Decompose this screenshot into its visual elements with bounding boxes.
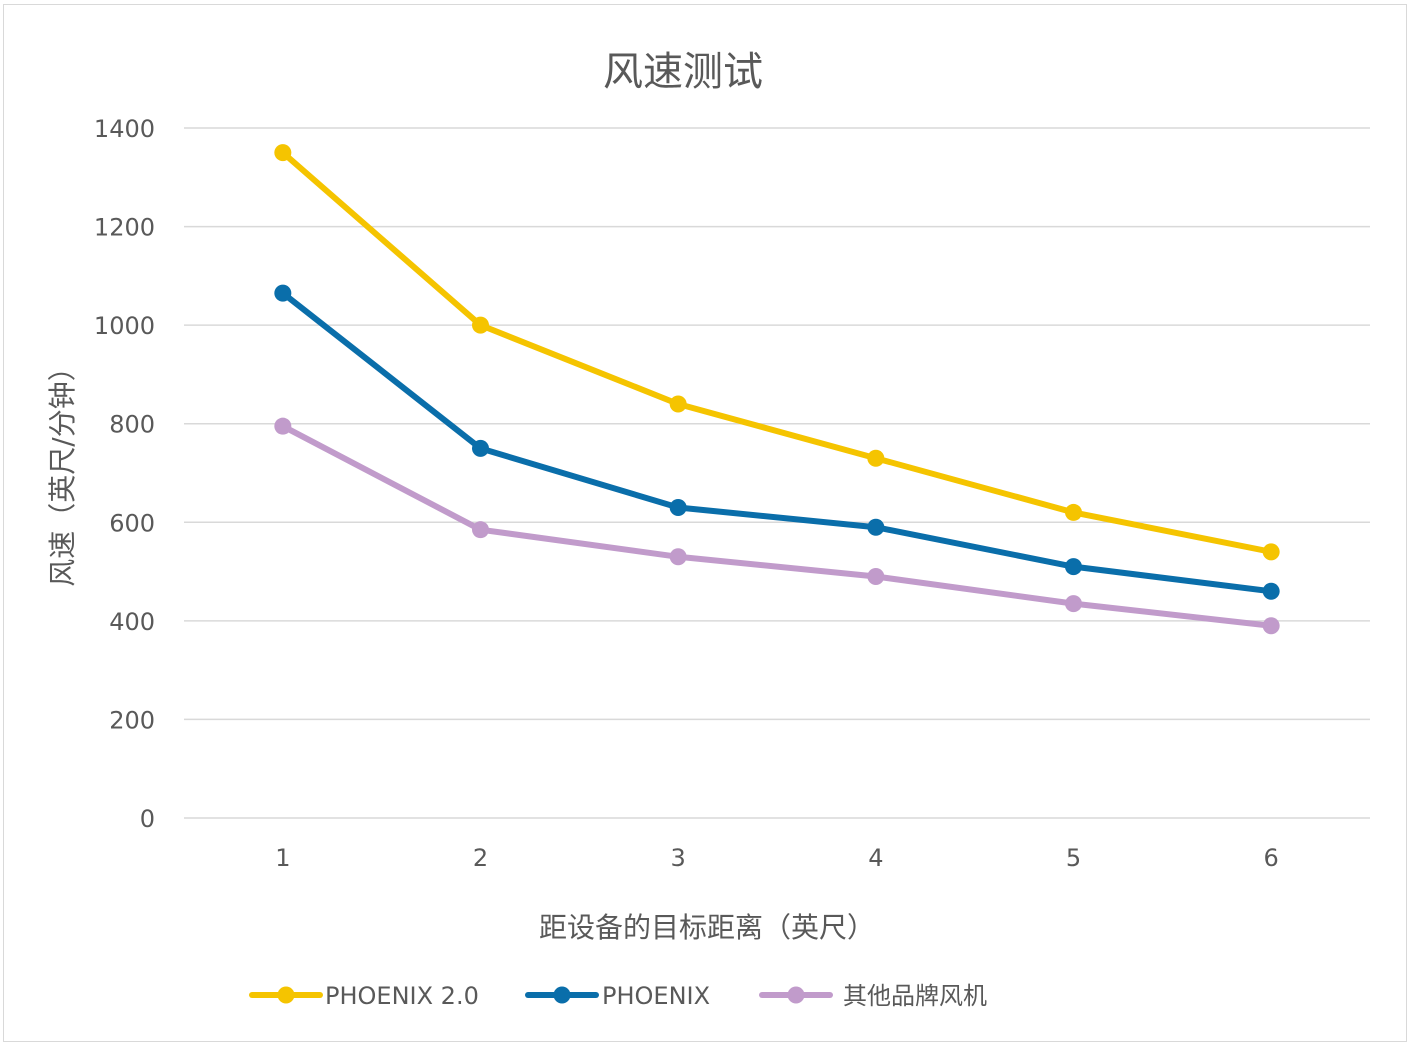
y-tick-label: 0 <box>140 805 155 833</box>
x-tick-label: 2 <box>473 844 488 872</box>
data-point <box>472 521 489 539</box>
data-point <box>1065 503 1082 521</box>
data-point <box>669 548 687 566</box>
y-tick-labels: 0 200 400 600 800 1000 1200 1400 <box>94 115 155 833</box>
data-point <box>867 568 885 585</box>
gridlines <box>184 127 1370 819</box>
y-tick-label: 600 <box>109 509 155 537</box>
series-line <box>279 149 1275 555</box>
x-tick-labels: 1 2 3 4 5 6 <box>275 844 1279 872</box>
data-point <box>1262 543 1280 561</box>
data-point <box>867 449 885 467</box>
x-tick-label: 6 <box>1264 844 1279 872</box>
data-point <box>274 144 292 162</box>
y-tick-label: 1200 <box>94 214 155 242</box>
data-point <box>1065 558 1082 576</box>
data-point <box>1065 595 1082 613</box>
legend-label: PHOENIX 2.0 <box>325 982 479 1010</box>
x-tick-label: 1 <box>275 844 290 872</box>
legend-swatch-marker <box>553 986 571 1004</box>
chart-title: 风速测试 <box>603 49 763 95</box>
series-line <box>279 423 1275 629</box>
series-line <box>279 290 1275 595</box>
y-tick-label: 1000 <box>94 312 155 340</box>
legend: PHOENIX 2.0 PHOENIX 其他品牌风机 <box>249 982 987 1010</box>
data-point <box>472 316 489 334</box>
series-2 <box>274 284 1280 600</box>
y-tick-label: 400 <box>109 608 155 636</box>
y-axis-title: 风速（英尺/分钟） <box>46 353 79 586</box>
data-point <box>669 499 687 516</box>
legend-swatch-marker <box>277 986 295 1004</box>
x-tick-label: 3 <box>671 844 686 872</box>
x-tick-label: 4 <box>868 844 883 872</box>
data-point <box>1262 582 1280 600</box>
y-tick-label: 800 <box>109 411 155 439</box>
x-tick-label: 5 <box>1066 844 1081 872</box>
legend-item: 其他品牌风机 <box>759 982 987 1010</box>
legend-item: PHOENIX <box>525 982 710 1010</box>
series-1 <box>274 144 1280 561</box>
data-point <box>274 284 292 302</box>
x-axis-title: 距设备的目标距离（英尺） <box>539 911 875 944</box>
data-point <box>472 439 489 457</box>
series-lines <box>274 144 1280 635</box>
legend-label: PHOENIX <box>602 982 710 1010</box>
data-point <box>867 518 885 536</box>
y-tick-label: 200 <box>109 706 155 734</box>
legend-label: 其他品牌风机 <box>843 982 987 1010</box>
legend-item: PHOENIX 2.0 <box>249 982 479 1010</box>
data-point <box>669 395 687 413</box>
series-3 <box>274 417 1280 635</box>
data-point <box>1262 617 1280 635</box>
data-point <box>274 417 292 435</box>
legend-swatch-marker <box>787 986 805 1004</box>
y-tick-label: 1400 <box>94 115 155 143</box>
